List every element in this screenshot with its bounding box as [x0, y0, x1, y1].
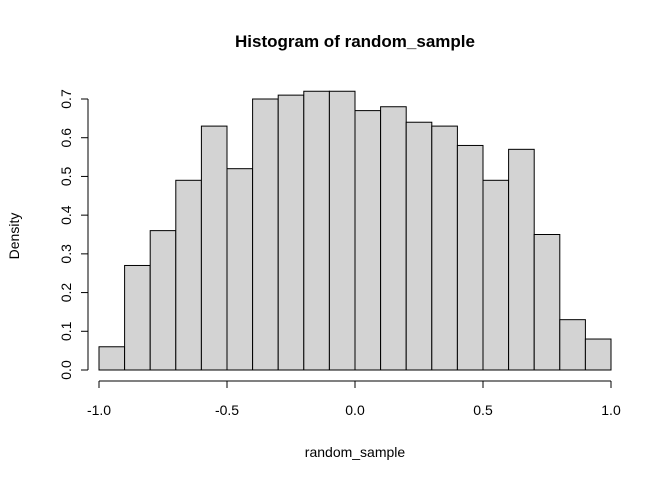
histogram-bar [354, 110, 382, 371]
y-tick-label: 0.2 [58, 283, 74, 303]
histogram-bar [175, 179, 202, 371]
histogram-bar [482, 179, 510, 371]
x-tick-label: -0.5 [215, 402, 239, 418]
histogram-bar [124, 264, 151, 371]
histogram-bar [559, 319, 586, 371]
histogram-bar [405, 121, 433, 371]
histogram-bar [226, 168, 254, 371]
histogram-bar [98, 346, 126, 371]
histogram-bar [252, 98, 279, 371]
y-axis-label: Density [6, 213, 22, 260]
histogram-bar [200, 125, 228, 371]
x-tick-label: 0.0 [345, 402, 365, 418]
x-tick-label: 1.0 [601, 402, 621, 418]
histogram-bar [149, 230, 177, 371]
histogram-bar [533, 234, 561, 371]
y-tick-label: 0.1 [58, 321, 74, 341]
x-axis-label: random_sample [305, 444, 406, 460]
histogram-bar [431, 125, 458, 371]
histogram-bar [328, 90, 356, 371]
y-tick-label: 0.6 [58, 128, 74, 148]
y-tick-label: 0.5 [58, 166, 74, 186]
histogram-bar [277, 94, 305, 371]
y-axis: 0.0 0.1 0.2 0.3 0.4 0.5 0.6 0.7 [58, 89, 89, 380]
x-tick-label: 0.5 [473, 402, 493, 418]
histogram-bar [303, 90, 330, 371]
histogram-bar [584, 338, 612, 371]
histogram-bar [456, 144, 484, 371]
x-axis: -1.0 -0.5 0.0 0.5 1.0 [87, 380, 621, 418]
x-tick-label: -1.0 [87, 402, 111, 418]
histogram-bar [380, 106, 407, 371]
y-tick-label: 0.7 [58, 89, 74, 109]
histogram-bar [508, 148, 535, 371]
y-tick-label: 0.4 [58, 205, 74, 225]
y-tick-label: 0.3 [58, 244, 74, 264]
chart-title: Histogram of random_sample [235, 32, 475, 51]
bars-group [98, 90, 612, 371]
y-tick-label: 0.0 [58, 360, 74, 380]
